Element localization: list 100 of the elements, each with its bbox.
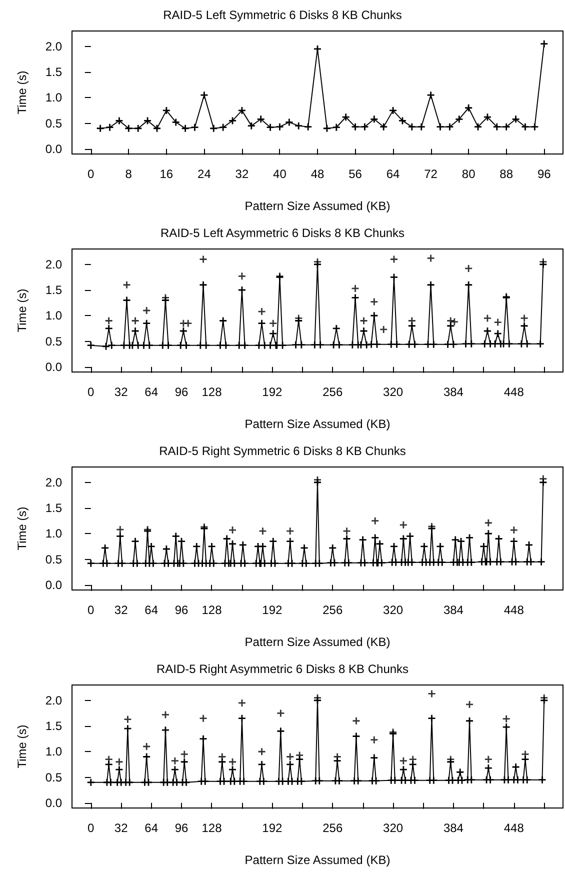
y-tick-label: 2.0 xyxy=(45,693,62,708)
x-axis-title: Pattern Size Assumed (KB) xyxy=(244,853,390,867)
x-tick-label: 0 xyxy=(88,385,95,399)
point xyxy=(125,124,132,132)
x-tick-label: 128 xyxy=(202,821,222,835)
y-axis-title: Time (s) xyxy=(15,506,29,550)
point xyxy=(229,117,236,124)
point xyxy=(259,528,266,535)
point xyxy=(314,258,321,266)
point xyxy=(200,92,208,99)
x-tick-label: 192 xyxy=(262,603,283,617)
point xyxy=(540,475,547,482)
point xyxy=(191,124,198,131)
point xyxy=(162,106,170,114)
point xyxy=(144,117,152,124)
point xyxy=(96,124,104,132)
point xyxy=(314,694,321,702)
point xyxy=(502,123,510,130)
x-tick-label: 448 xyxy=(504,385,524,399)
point xyxy=(494,318,502,326)
point xyxy=(540,258,547,266)
point xyxy=(304,123,312,130)
point xyxy=(456,116,463,123)
x-tick-label: 8 xyxy=(125,167,132,181)
point xyxy=(400,521,407,528)
x-tick-label: 384 xyxy=(443,821,464,835)
point xyxy=(343,528,350,535)
y-tick-label: 0.0 xyxy=(45,360,62,374)
point xyxy=(116,117,123,124)
point xyxy=(182,124,189,132)
point xyxy=(105,756,112,763)
x-tick-label: 96 xyxy=(174,603,189,617)
point xyxy=(162,294,169,302)
point xyxy=(474,123,482,130)
x-axis-title: Pattern Size Assumed (KB) xyxy=(244,635,390,649)
x-axis-title: Pattern Size Assumed (KB) xyxy=(244,199,390,213)
x-tick-label: 384 xyxy=(443,385,464,399)
point xyxy=(427,254,434,262)
point xyxy=(238,272,246,280)
point xyxy=(258,308,266,316)
y-axis-title: Time (s) xyxy=(15,70,29,114)
point xyxy=(123,281,130,288)
point xyxy=(105,317,112,324)
point xyxy=(493,123,500,130)
point xyxy=(143,307,150,314)
x-tick-label: 48 xyxy=(310,167,324,181)
point xyxy=(352,123,359,130)
point xyxy=(360,317,368,324)
x-tick-label: 32 xyxy=(235,167,249,181)
x-tick-label: 0 xyxy=(88,821,95,835)
point xyxy=(409,756,416,763)
y-tick-label: 2.0 xyxy=(45,475,62,490)
point xyxy=(210,124,218,132)
x-tick-label: 384 xyxy=(443,603,464,617)
point xyxy=(276,123,284,130)
point xyxy=(218,753,226,760)
point xyxy=(162,711,169,718)
y-axis-title: Time (s) xyxy=(15,724,29,768)
y-tick-label: 0.5 xyxy=(45,116,62,130)
point xyxy=(370,298,378,306)
point xyxy=(180,750,188,758)
point xyxy=(184,320,192,327)
x-tick-label: 88 xyxy=(500,167,514,181)
point xyxy=(502,715,510,722)
point xyxy=(171,757,178,764)
point xyxy=(172,118,180,126)
x-tick-label: 32 xyxy=(114,603,128,617)
point xyxy=(314,476,321,484)
point xyxy=(418,123,425,130)
x-tick-label: 16 xyxy=(160,167,174,181)
x-tick-label: 256 xyxy=(322,603,343,617)
point xyxy=(540,694,548,702)
point xyxy=(295,314,302,322)
x-tick-label: 96 xyxy=(537,167,552,181)
chart-title: RAID-5 Left Asymmetric 6 Disks 8 KB Chunks xyxy=(160,226,405,240)
point xyxy=(153,124,160,132)
x-tick-label: 64 xyxy=(144,603,158,617)
point xyxy=(450,318,458,326)
point xyxy=(510,526,518,534)
x-tick-label: 192 xyxy=(262,821,283,835)
point xyxy=(270,320,277,327)
point xyxy=(352,717,360,724)
point xyxy=(106,124,114,131)
point xyxy=(446,123,454,130)
point xyxy=(408,123,416,130)
x-tick-label: 40 xyxy=(273,167,287,181)
point xyxy=(314,45,321,52)
x-tick-label: 320 xyxy=(383,821,404,835)
point xyxy=(447,756,454,763)
chart-title: RAID-5 Right Asymmetric 6 Disks 8 KB Chunks xyxy=(156,662,409,676)
point xyxy=(124,716,132,723)
point xyxy=(380,326,388,333)
point xyxy=(522,123,529,130)
point xyxy=(286,753,294,760)
x-tick-label: 320 xyxy=(383,385,404,399)
point xyxy=(512,116,520,123)
x-tick-label: 192 xyxy=(262,385,283,399)
chart-title: RAID-5 Left Symmetric 6 Disks 8 KB Chunks xyxy=(163,8,402,22)
x-axis-title: Pattern Size Assumed (KB) xyxy=(244,417,390,431)
y-tick-label: 0.5 xyxy=(45,334,62,348)
